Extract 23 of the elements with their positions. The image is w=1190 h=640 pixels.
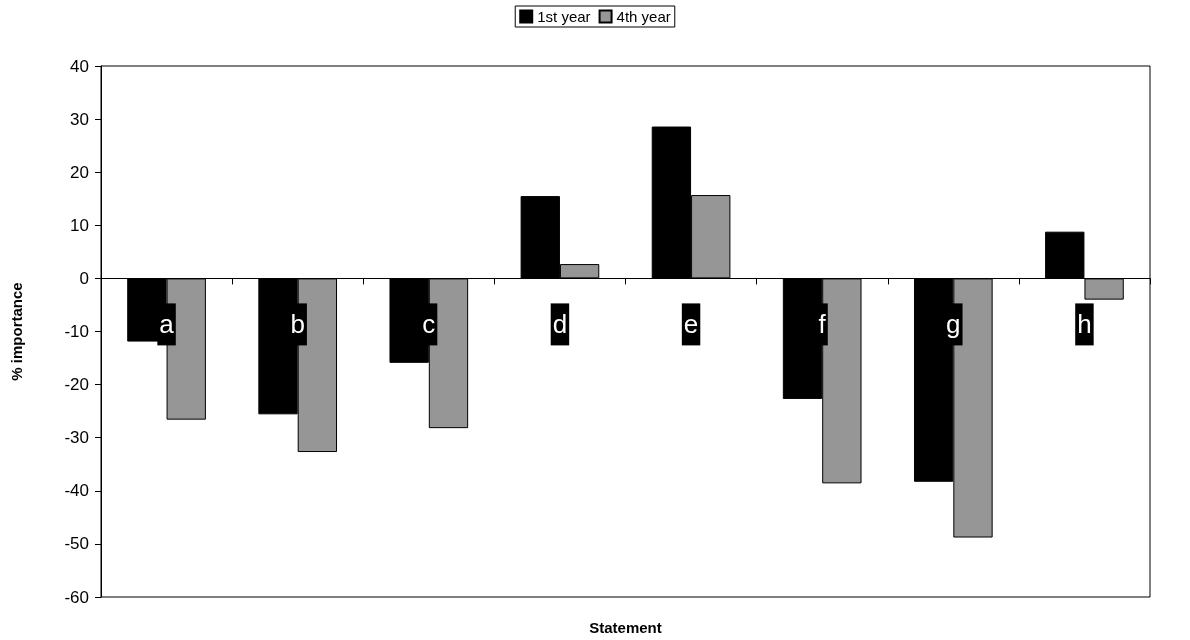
x-tick-label: h (1077, 309, 1092, 340)
y-tick-label: -40 (64, 481, 89, 501)
x-tick-label: d (552, 309, 568, 340)
x-axis-title: Statement (589, 618, 662, 636)
y-tick-label: 30 (70, 109, 89, 129)
y-tick-label: -30 (64, 428, 89, 448)
y-tick-label: -10 (64, 322, 89, 341)
x-tick-label: f (818, 309, 827, 340)
legend-label: 1st year (537, 8, 591, 25)
y-tick-label: -60 (64, 587, 89, 607)
x-tick-label: g (946, 309, 961, 340)
y-axis-title: % importance (8, 282, 25, 381)
x-tick-label: c (422, 309, 436, 340)
legend-label: 4th year (616, 8, 671, 25)
x-tick-label: b (290, 309, 305, 340)
x-tick-label: a (159, 309, 175, 340)
y-tick-label: 20 (70, 162, 89, 182)
y-tick-label: 10 (70, 215, 89, 235)
x-tick-label: e (683, 309, 699, 340)
y-tick-label: 40 (70, 56, 89, 76)
y-tick-label: 0 (79, 268, 89, 288)
y-tick-label: -50 (64, 534, 89, 554)
y-tick-label: -20 (64, 375, 89, 395)
